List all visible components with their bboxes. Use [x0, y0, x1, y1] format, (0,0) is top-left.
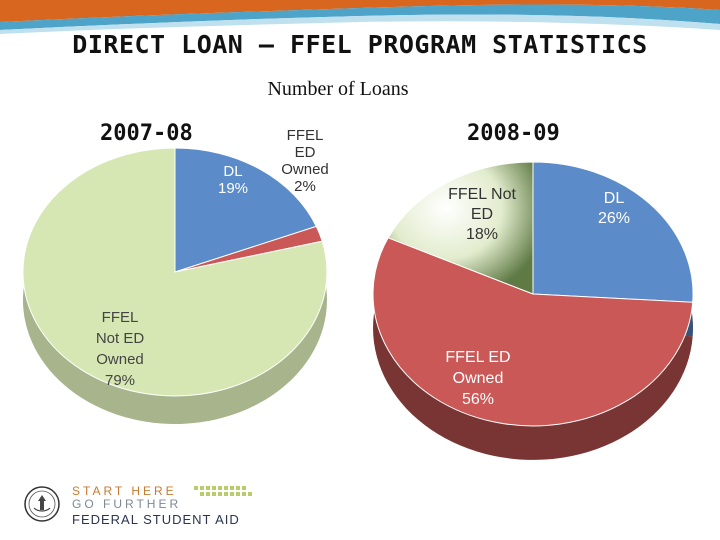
page-title: DIRECT LOAN – FFEL PROGRAM STATISTICS: [72, 30, 648, 59]
pie-0-label-1: FFEL ED Owned 2%: [281, 127, 329, 195]
pie-0-label-2: FFEL Not ED Owned 79%: [96, 309, 145, 389]
chart-title-2007-08: 2007-08: [100, 121, 193, 146]
pie-0-slice-2: [22, 147, 328, 397]
chart-subtitle: Number of Loans: [267, 78, 409, 100]
footer-tagline-go-further: GO FURTHER: [72, 497, 182, 511]
pie-1-label-0: DL 26%: [598, 190, 630, 227]
pie-0-slice-0: [174, 147, 318, 273]
footer-tagline-start-here: START HERE: [72, 484, 177, 498]
pie-1-slice-1: [372, 237, 694, 427]
footer-federal-student-aid: FEDERAL STUDENT AID: [72, 512, 240, 527]
pie-2008-09: DL 26% FFEL ED Owned 56% FFEL Not ED 18%: [372, 161, 694, 460]
pie-1-slice-0: [532, 161, 694, 303]
header-swoosh-blue: [0, 4, 720, 30]
pie-2007-08: DL 19% FFEL ED Owned 2% FFEL Not ED Owned 79%: [22, 127, 329, 424]
header-swoosh-fade: [0, 14, 720, 34]
header-swoosh: [0, 0, 720, 34]
chart-title-2008-09: 2008-09: [467, 121, 560, 146]
department-of-education-seal-icon: [24, 486, 60, 522]
pie-1-label-1: FFEL ED Owned 56%: [445, 349, 510, 408]
pie-1-slice-2: [387, 161, 534, 295]
dot-pattern-icon: [194, 486, 252, 496]
pie-1-label-2: FFEL Not ED 18%: [448, 186, 516, 243]
federal-student-aid-logo: START HERE GO FURTHER FEDERAL STUDENT AI…: [22, 482, 262, 532]
pie-0-label-0: DL 19%: [218, 163, 248, 197]
header-swoosh-orange: [0, 0, 720, 22]
